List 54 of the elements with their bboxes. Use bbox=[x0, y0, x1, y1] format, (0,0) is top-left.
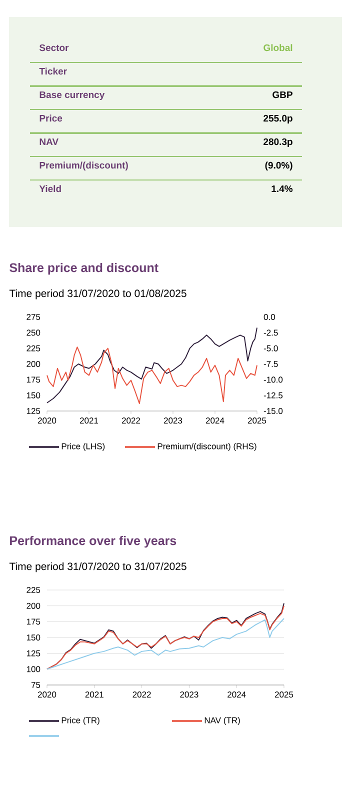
text: 280.3p bbox=[264, 138, 292, 147]
y2-tick-label: -2.5 bbox=[264, 330, 278, 336]
y-tick-label: 200 bbox=[26, 602, 40, 609]
y-tick-label: 100 bbox=[26, 666, 40, 672]
y-tick-label: 150 bbox=[26, 634, 40, 641]
text: (9.0%) bbox=[265, 162, 292, 170]
y-tick-label: 125 bbox=[26, 650, 40, 656]
legend-label: Price (LHS) bbox=[62, 443, 105, 451]
x-tick-label: 2022 bbox=[122, 418, 140, 424]
x-tick-label: 2024 bbox=[228, 692, 246, 698]
y-tick-label: 175 bbox=[26, 376, 40, 383]
y-tick-label: 275 bbox=[26, 314, 40, 320]
y2-tick-label: -10.0 bbox=[264, 376, 283, 383]
chart-title: Share price and discount bbox=[10, 262, 158, 275]
y-tick-label: 225 bbox=[26, 587, 40, 594]
category-label: Price bbox=[40, 114, 62, 122]
category-label: Yield bbox=[39, 185, 61, 192]
x-tick-label: 2020 bbox=[38, 692, 56, 698]
y2-tick-label: -7.5 bbox=[264, 361, 278, 367]
y-tick-label: 200 bbox=[26, 361, 40, 368]
category-label: Base currency bbox=[40, 91, 105, 100]
legend-label: NAV (TR) bbox=[204, 717, 240, 725]
y2-tick-label: -15.0 bbox=[264, 408, 283, 414]
text: Global bbox=[264, 44, 292, 52]
y-tick-label: 250 bbox=[26, 330, 40, 336]
y-tick-label: 225 bbox=[26, 345, 40, 352]
x-tick-label: 2020 bbox=[38, 418, 56, 424]
x-tick-label: 2023 bbox=[180, 692, 198, 698]
category-label: Sector bbox=[39, 44, 69, 52]
text: GBP bbox=[272, 91, 292, 98]
y-tick-label: 125 bbox=[26, 408, 40, 414]
x-tick-label: 2025 bbox=[274, 692, 294, 698]
legend-label: Price (TR) bbox=[62, 717, 100, 725]
x-tick-label: 2021 bbox=[80, 418, 98, 424]
chart-title: Performance over five years bbox=[10, 536, 176, 548]
y2-tick-label: -5.0 bbox=[264, 345, 278, 352]
chart-subtitle: Time period 31/07/2020 to 01/08/2025 bbox=[9, 289, 186, 300]
x-tick-label: 2023 bbox=[164, 418, 182, 424]
y-tick-label: 75 bbox=[31, 682, 40, 688]
category-label: NAV bbox=[40, 138, 58, 146]
x-tick-label: 2024 bbox=[206, 418, 224, 424]
legend-label: Premium/(discount) (RHS) bbox=[158, 443, 256, 451]
x-tick-label: 2022 bbox=[132, 692, 151, 698]
chart-subtitle: Time period 31/07/2020 to 31/07/2025 bbox=[9, 562, 186, 572]
category-label: Ticker bbox=[39, 68, 67, 75]
y-tick-label: 150 bbox=[26, 392, 40, 398]
y2-tick-label: 0.0 bbox=[264, 314, 276, 320]
text: 1.4% bbox=[272, 185, 293, 192]
text: 255.0p bbox=[264, 114, 292, 124]
x-tick-label: 2021 bbox=[85, 692, 104, 698]
y2-tick-label: -12.5 bbox=[264, 392, 283, 398]
y-tick-label: 175 bbox=[26, 618, 40, 625]
x-tick-label: 2025 bbox=[248, 418, 266, 424]
category-label: Premium/(discount) bbox=[40, 162, 128, 170]
